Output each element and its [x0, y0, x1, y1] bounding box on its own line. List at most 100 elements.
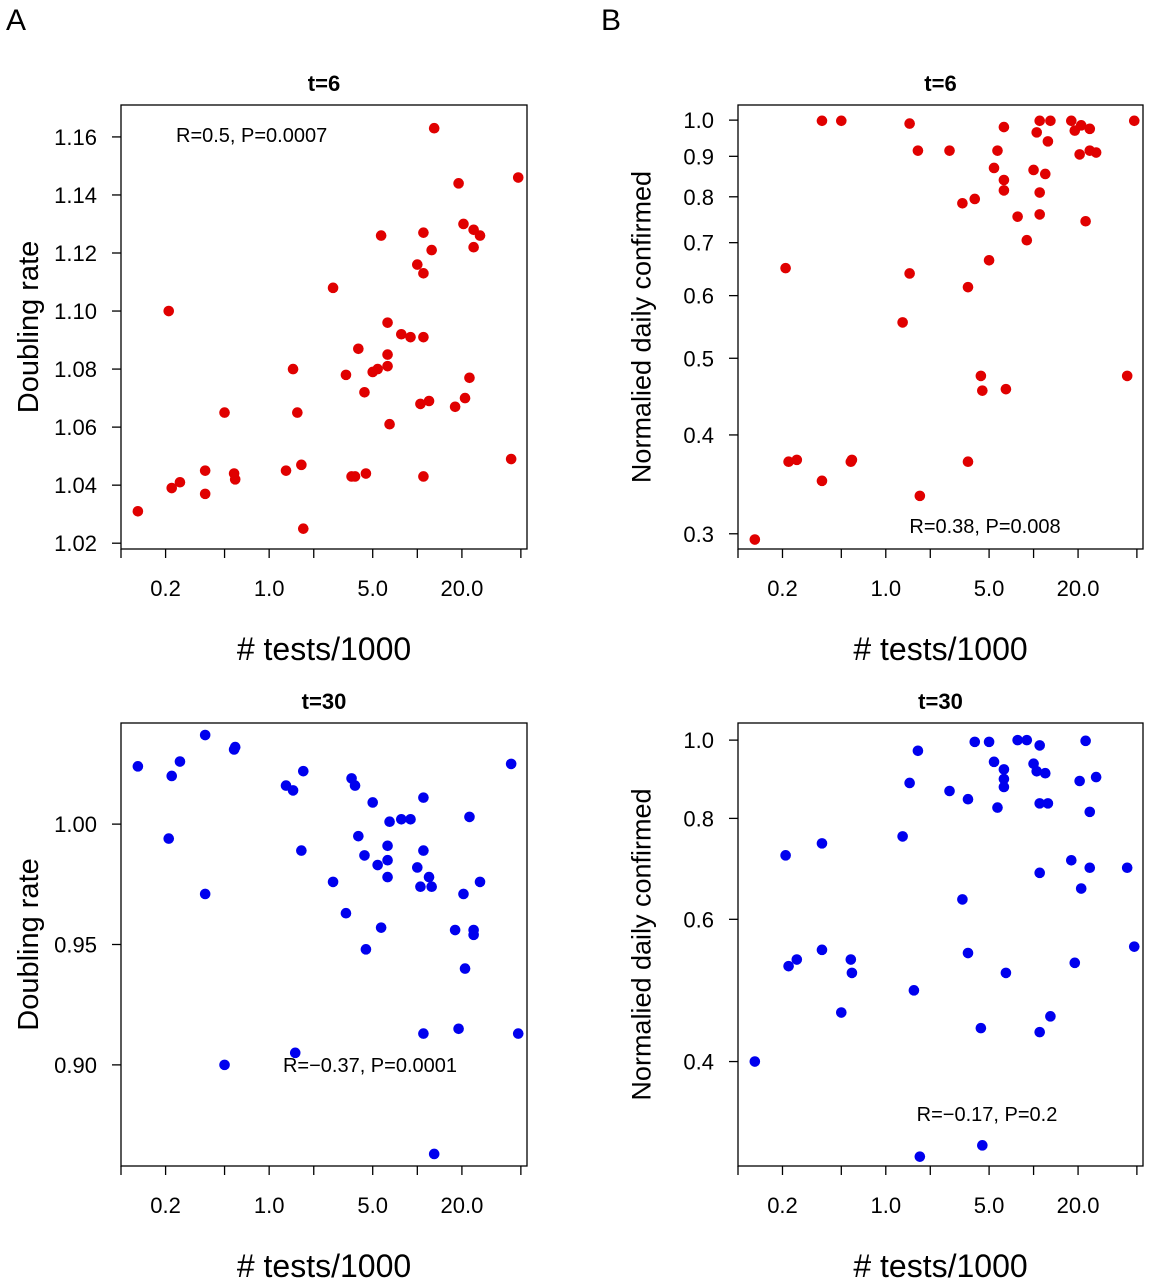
- data-point: [780, 262, 791, 274]
- data-point: [1090, 771, 1102, 783]
- data-point: [969, 736, 981, 748]
- data-point: [418, 845, 429, 856]
- data-point: [780, 850, 791, 861]
- data-point: [944, 145, 955, 156]
- y-tick-label: 1.08: [54, 357, 97, 382]
- data-point: [1080, 735, 1091, 747]
- data-point: [983, 736, 995, 748]
- data-point: [914, 1151, 926, 1162]
- data-point: [914, 490, 926, 502]
- data-point: [962, 793, 974, 805]
- data-point: [998, 185, 1010, 196]
- data-point: [174, 756, 186, 767]
- data-point: [426, 244, 437, 256]
- data-point: [992, 145, 1003, 156]
- data-point: [426, 881, 437, 893]
- data-point: [1034, 187, 1045, 198]
- x-tick-label: 0.2: [767, 576, 798, 601]
- x-tick-label: 5.0: [357, 1193, 388, 1218]
- data-point: [1084, 123, 1096, 135]
- data-point: [453, 178, 464, 189]
- chart-A-bottom: t=30 0.2 1.0 5.0 20.0 0.90 0.95 1.00 # tests/100…: [13, 689, 528, 1280]
- data-point: [1012, 734, 1023, 746]
- y-tick-label: 0.8: [683, 185, 714, 210]
- data-point: [199, 888, 211, 900]
- data-point: [292, 407, 303, 418]
- data-point: [969, 193, 981, 205]
- data-point: [458, 218, 469, 230]
- correlation-annotation: R=0.38, P=0.008: [909, 516, 1060, 538]
- x-axis-label: # tests/1000: [853, 1248, 1027, 1280]
- data-point: [382, 317, 393, 328]
- data-point: [957, 197, 968, 209]
- data-point: [382, 854, 393, 866]
- data-point: [449, 924, 461, 936]
- x-tick-label: 1.0: [870, 576, 901, 601]
- data-point: [428, 1148, 440, 1160]
- data-point: [289, 1047, 301, 1059]
- data-point: [1066, 854, 1077, 866]
- data-point: [998, 121, 1010, 133]
- data-point: [1121, 370, 1133, 382]
- data-point: [418, 471, 429, 482]
- data-point: [836, 115, 847, 127]
- data-point: [1128, 941, 1140, 952]
- data-point: [1042, 798, 1054, 809]
- data-point: [367, 797, 379, 808]
- y-tick-label: 1.00: [54, 812, 97, 837]
- data-point: [1021, 734, 1033, 746]
- data-point: [199, 488, 211, 500]
- data-point: [749, 1056, 761, 1067]
- data-point: [983, 254, 995, 266]
- data-point: [219, 407, 230, 418]
- data-point: [287, 785, 299, 796]
- y-tick-label: 1.0: [683, 728, 714, 753]
- plot-frame: [120, 722, 528, 1167]
- data-point: [904, 268, 915, 279]
- data-point: [904, 777, 915, 789]
- plot-frame: [737, 722, 1144, 1167]
- data-point: [998, 781, 1010, 793]
- y-tick-label: 0.3: [683, 522, 714, 547]
- x-axis-label: # tests/1000: [853, 631, 1027, 667]
- data-point: [1074, 775, 1085, 787]
- data-point: [1021, 234, 1033, 246]
- data-point: [327, 876, 339, 888]
- data-point: [297, 523, 309, 534]
- data-point: [1045, 1011, 1056, 1022]
- data-point: [372, 859, 383, 871]
- data-point: [944, 785, 955, 797]
- data-point: [505, 758, 517, 770]
- data-point: [199, 729, 211, 741]
- y-tick-label: 0.6: [683, 907, 714, 932]
- data-point: [340, 907, 352, 919]
- x-tick-label: 1.0: [254, 1193, 285, 1218]
- data-point: [163, 305, 175, 317]
- data-point: [459, 392, 471, 404]
- data-point: [1034, 798, 1045, 809]
- data-point: [174, 476, 186, 488]
- data-point: [382, 840, 393, 852]
- data-point: [280, 465, 292, 476]
- data-point: [1012, 211, 1023, 222]
- data-point: [464, 372, 475, 384]
- x-tick-label: 5.0: [974, 576, 1005, 601]
- y-axis-label: Doubling rate: [13, 858, 45, 1031]
- y-tick-label: 0.8: [683, 806, 714, 831]
- data-point: [375, 230, 387, 241]
- data-point: [1066, 115, 1077, 127]
- x-tick-label: 0.2: [150, 576, 181, 601]
- y-tick-label: 1.04: [54, 473, 97, 498]
- y-tick-label: 1.06: [54, 415, 97, 440]
- data-point: [428, 122, 440, 134]
- data-point: [998, 174, 1010, 186]
- data-point: [468, 929, 479, 941]
- data-point: [988, 756, 1000, 768]
- x-tick-label: 5.0: [974, 1193, 1005, 1218]
- data-point: [382, 360, 393, 372]
- x-tick-label: 20.0: [1057, 1193, 1100, 1218]
- x-tick-label: 0.2: [150, 1193, 181, 1218]
- data-point: [415, 398, 426, 410]
- data-point: [816, 838, 828, 849]
- chart-title: t=6: [308, 71, 340, 96]
